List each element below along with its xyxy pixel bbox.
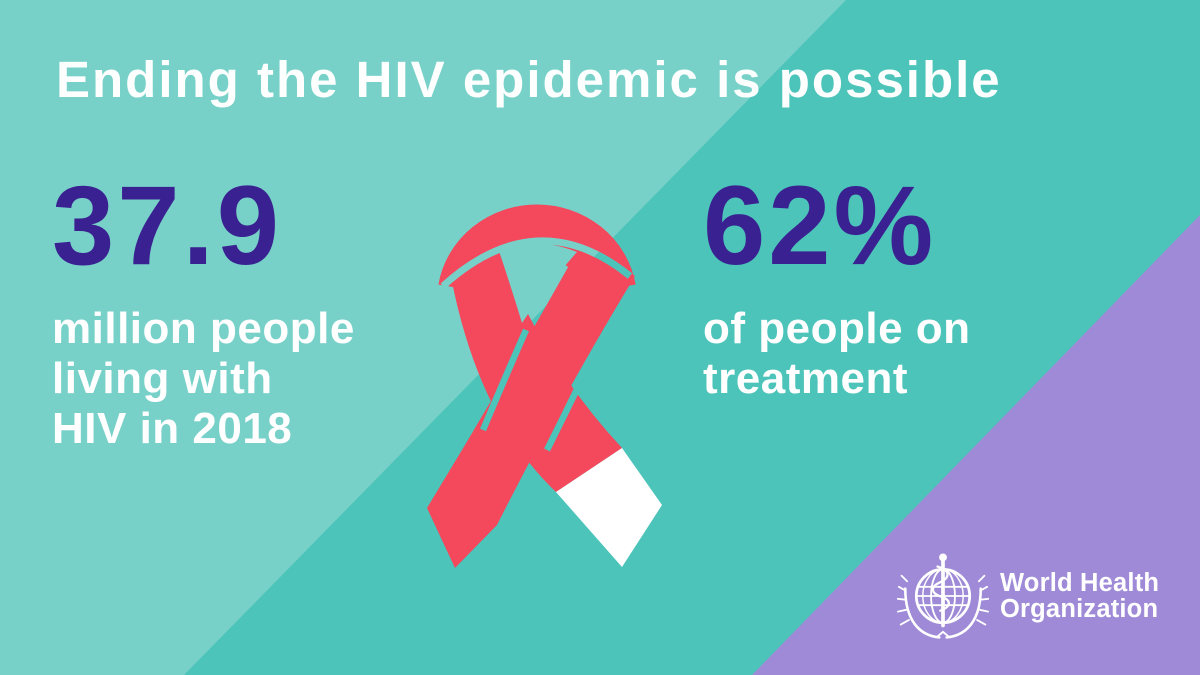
stat-label-line: treatment	[703, 354, 908, 403]
stat-people-living-with-hiv: 37.9 million people living with HIV in 2…	[52, 170, 472, 454]
stat-label-line: of people on	[703, 304, 971, 353]
stat-value: 62%	[703, 163, 937, 288]
stat-label: million people living with HIV in 2018	[52, 304, 472, 454]
stat-label-line: living with	[52, 354, 273, 403]
who-logo: World Health Organization	[897, 550, 1159, 642]
page-title: Ending the HIV epidemic is possible	[56, 51, 1002, 108]
stat-people-on-treatment: 62% of people on treatment	[703, 170, 1123, 404]
ribbon-white-tail	[556, 448, 662, 567]
stat-label-line: million people	[52, 304, 355, 353]
stat-label: of people on treatment	[703, 304, 1123, 404]
stat-label-line: HIV in 2018	[52, 404, 293, 453]
who-wordmark-line: Organization	[1000, 595, 1159, 623]
who-emblem-icon	[897, 553, 989, 639]
who-wordmark: World Health Organization	[1000, 570, 1159, 622]
who-wordmark-line: World Health	[1000, 569, 1160, 597]
stat-value: 37.9	[52, 163, 282, 288]
